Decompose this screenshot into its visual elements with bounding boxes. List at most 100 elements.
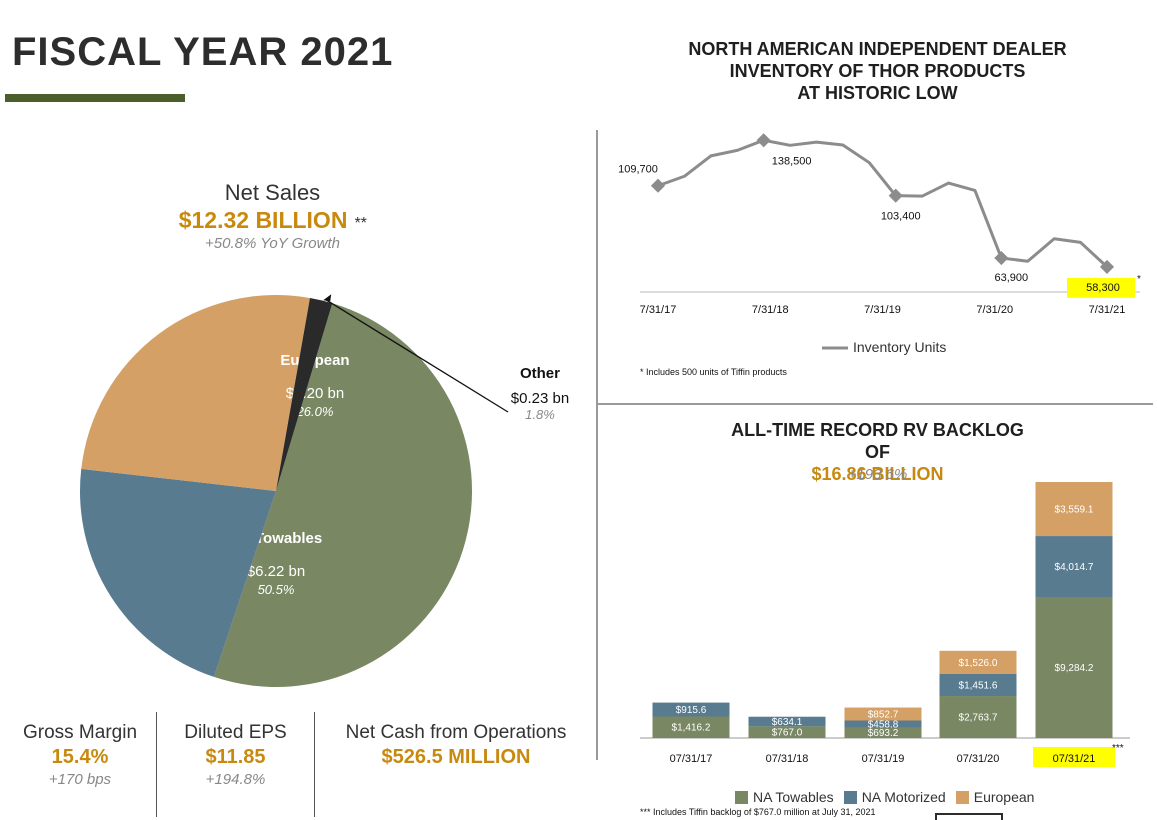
kpi-value: 15.4% xyxy=(51,746,109,768)
kpi-label: Gross Margin xyxy=(22,722,138,743)
legend-label-european: European xyxy=(973,789,1035,805)
kpi-separator xyxy=(156,712,157,817)
backlog-title-line: ALL-TIME RECORD RV BACKLOG xyxy=(731,420,1024,440)
logo-fragment xyxy=(935,813,1003,820)
inventory-line xyxy=(657,138,1109,268)
page-title: FISCAL YEAR 2021 xyxy=(12,30,394,74)
inventory-point-label: 138,500 xyxy=(772,155,812,167)
other-slice-value: $0.23 bn xyxy=(510,390,570,407)
kpi-diluted-eps: Diluted EPS $11.85 +194.8% xyxy=(157,722,314,788)
title-underline xyxy=(5,94,185,102)
backlog-footnote: *** Includes Tiffin backlog of $767.0 mi… xyxy=(640,807,876,817)
inventory-point-label: 109,700 xyxy=(618,164,658,176)
inventory-point-label: 103,400 xyxy=(881,211,921,223)
inventory-title-line: AT HISTORIC LOW xyxy=(797,83,958,103)
backlog-stacked-bar-chart: $1,416.2 $915.6 07/31/17 $767.0$634.1 07/31/… xyxy=(640,481,1130,767)
bar-x-tick-label: 07/31/17 xyxy=(670,753,713,765)
kpi-separator xyxy=(314,712,315,817)
bar-x-tick-label: 07/31/19 xyxy=(862,753,905,765)
net-sales-marker: ** xyxy=(353,215,367,232)
kpi-label: Net Cash from Operations xyxy=(345,722,567,743)
backlog-growth: +193.6% xyxy=(847,466,908,483)
legend-label-towables: NA Towables xyxy=(753,789,834,805)
kpi-gross-margin: Gross Margin 15.4% +170 bps xyxy=(5,722,155,788)
bar-segment-label: $915.6 xyxy=(676,705,707,716)
backlog-total-value: $16.86 BILLION xyxy=(811,464,944,484)
bar-segment-label: $4,014.7 xyxy=(1055,562,1094,573)
bar-segment-label: $1,451.6 xyxy=(959,681,998,692)
line-x-tick-label: 7/31/17 xyxy=(640,304,677,316)
kpi-value: $526.5 MILLION xyxy=(381,746,531,768)
kpi-value: $11.85 xyxy=(205,746,266,768)
kpi-net-cash: Net Cash from Operations $526.5 MILLION xyxy=(316,722,596,769)
line-x-tick-label: 7/31/21 xyxy=(1089,304,1126,316)
net-sales-value: $12.32 BILLION ** xyxy=(90,207,455,234)
line-x-tick-label: 7/31/20 xyxy=(976,304,1013,316)
kpi-change: +170 bps xyxy=(48,771,112,788)
bar-segment-na-towables xyxy=(939,696,1017,738)
other-callout-line xyxy=(324,298,509,413)
legend-label-motorized: NA Motorized xyxy=(861,789,946,805)
legend-swatch-towables xyxy=(735,790,748,804)
bar-segment-label: $634.1 xyxy=(772,717,803,728)
bar-segment-label: $458.8 xyxy=(868,719,899,730)
bar-segment-label: $2,763.7 xyxy=(959,713,998,724)
vertical-divider xyxy=(596,130,598,760)
bar-segment-european xyxy=(844,707,922,721)
backlog-title-prefix: OF xyxy=(865,442,890,462)
bar-highlight-box xyxy=(1033,747,1115,767)
inventory-point-marker xyxy=(1099,259,1115,274)
inventory-point-label: 63,900 xyxy=(995,272,1029,284)
inventory-highlight-box xyxy=(1067,277,1135,298)
bar-segment-na-motorized xyxy=(939,673,1017,697)
other-callout-arrow xyxy=(323,294,332,302)
bar-x-tick-label: 07/31/20 xyxy=(957,753,1000,765)
inventory-point-asterisk: * xyxy=(1137,274,1141,285)
pie-slice-percent: 50.5% xyxy=(258,582,295,597)
other-slice-callout: Other $0.23 bn 1.8% xyxy=(500,365,580,422)
bar-segment-na-towables xyxy=(844,727,922,738)
bar-segment-label: $693.2 xyxy=(868,728,899,739)
inventory-point-label: 58,300 xyxy=(1086,282,1120,294)
backlog-title: ALL-TIME RECORD RV BACKLOG OF $16.86 BIL… xyxy=(600,419,1155,485)
legend-swatch-european xyxy=(955,790,969,804)
bar-segment-label: $3,559.1 xyxy=(1055,505,1094,516)
pie-slice-na-towables xyxy=(213,303,473,688)
other-slice-name: Other xyxy=(519,365,560,382)
legend-label-inventory: Inventory Units xyxy=(853,339,946,355)
inventory-title-line: INVENTORY OF THOR PRODUCTS xyxy=(729,61,1026,81)
bar-x-tick-label: 07/31/21 xyxy=(1053,753,1096,765)
bar-x-tick-label: 07/31/18 xyxy=(766,753,809,765)
backlog-legend: NA Towables NA Motorized European xyxy=(735,789,1034,805)
bar-segment-na-motorized xyxy=(748,716,826,727)
inventory-footnote: * Includes 500 units of Tiffin products xyxy=(640,367,787,377)
bar-segment-na-motorized xyxy=(1035,536,1113,598)
bar-segment-na-towables xyxy=(748,726,826,738)
bar-segment-label: $1,526.0 xyxy=(959,658,998,669)
kpi-change: +194.8% xyxy=(205,771,266,788)
pie-slice-percent: 26.0% xyxy=(296,404,334,419)
inventory-title-line: NORTH AMERICAN INDEPENDENT DEALER xyxy=(688,39,1067,59)
inventory-line-chart: 109,700 138,500 103,400 63,900 * 58,300 7/31/1… xyxy=(618,133,1141,355)
pie-slice-other xyxy=(276,297,333,491)
bar-segment-label: $767.0 xyxy=(772,728,803,739)
inventory-title: NORTH AMERICAN INDEPENDENT DEALER INVENT… xyxy=(600,38,1155,104)
other-slice-percent: 1.8% xyxy=(525,407,555,422)
backlog-title-line: OF $16.86 BILLION xyxy=(600,441,1155,485)
bar-segment-na-towables xyxy=(652,716,730,738)
net-sales-label: Net Sales xyxy=(224,180,321,205)
kpi-label: Diluted EPS xyxy=(184,722,287,743)
bar-segment-label: $852.7 xyxy=(868,710,899,721)
pie-slice-value: $6.22 bn xyxy=(247,563,305,580)
bar-segment-european xyxy=(1035,481,1113,537)
bar-highlight-asterisk: *** xyxy=(1112,743,1124,754)
pie-slice-european xyxy=(81,295,310,491)
bar-segment-na-motorized xyxy=(844,720,922,728)
inventory-point-marker xyxy=(650,178,666,193)
bar-segment-label: $9,284.2 xyxy=(1055,663,1094,674)
inventory-point-marker xyxy=(888,188,903,203)
inventory-point-marker xyxy=(994,250,1009,266)
horizontal-divider xyxy=(598,403,1153,405)
inventory-point-marker xyxy=(756,133,771,148)
